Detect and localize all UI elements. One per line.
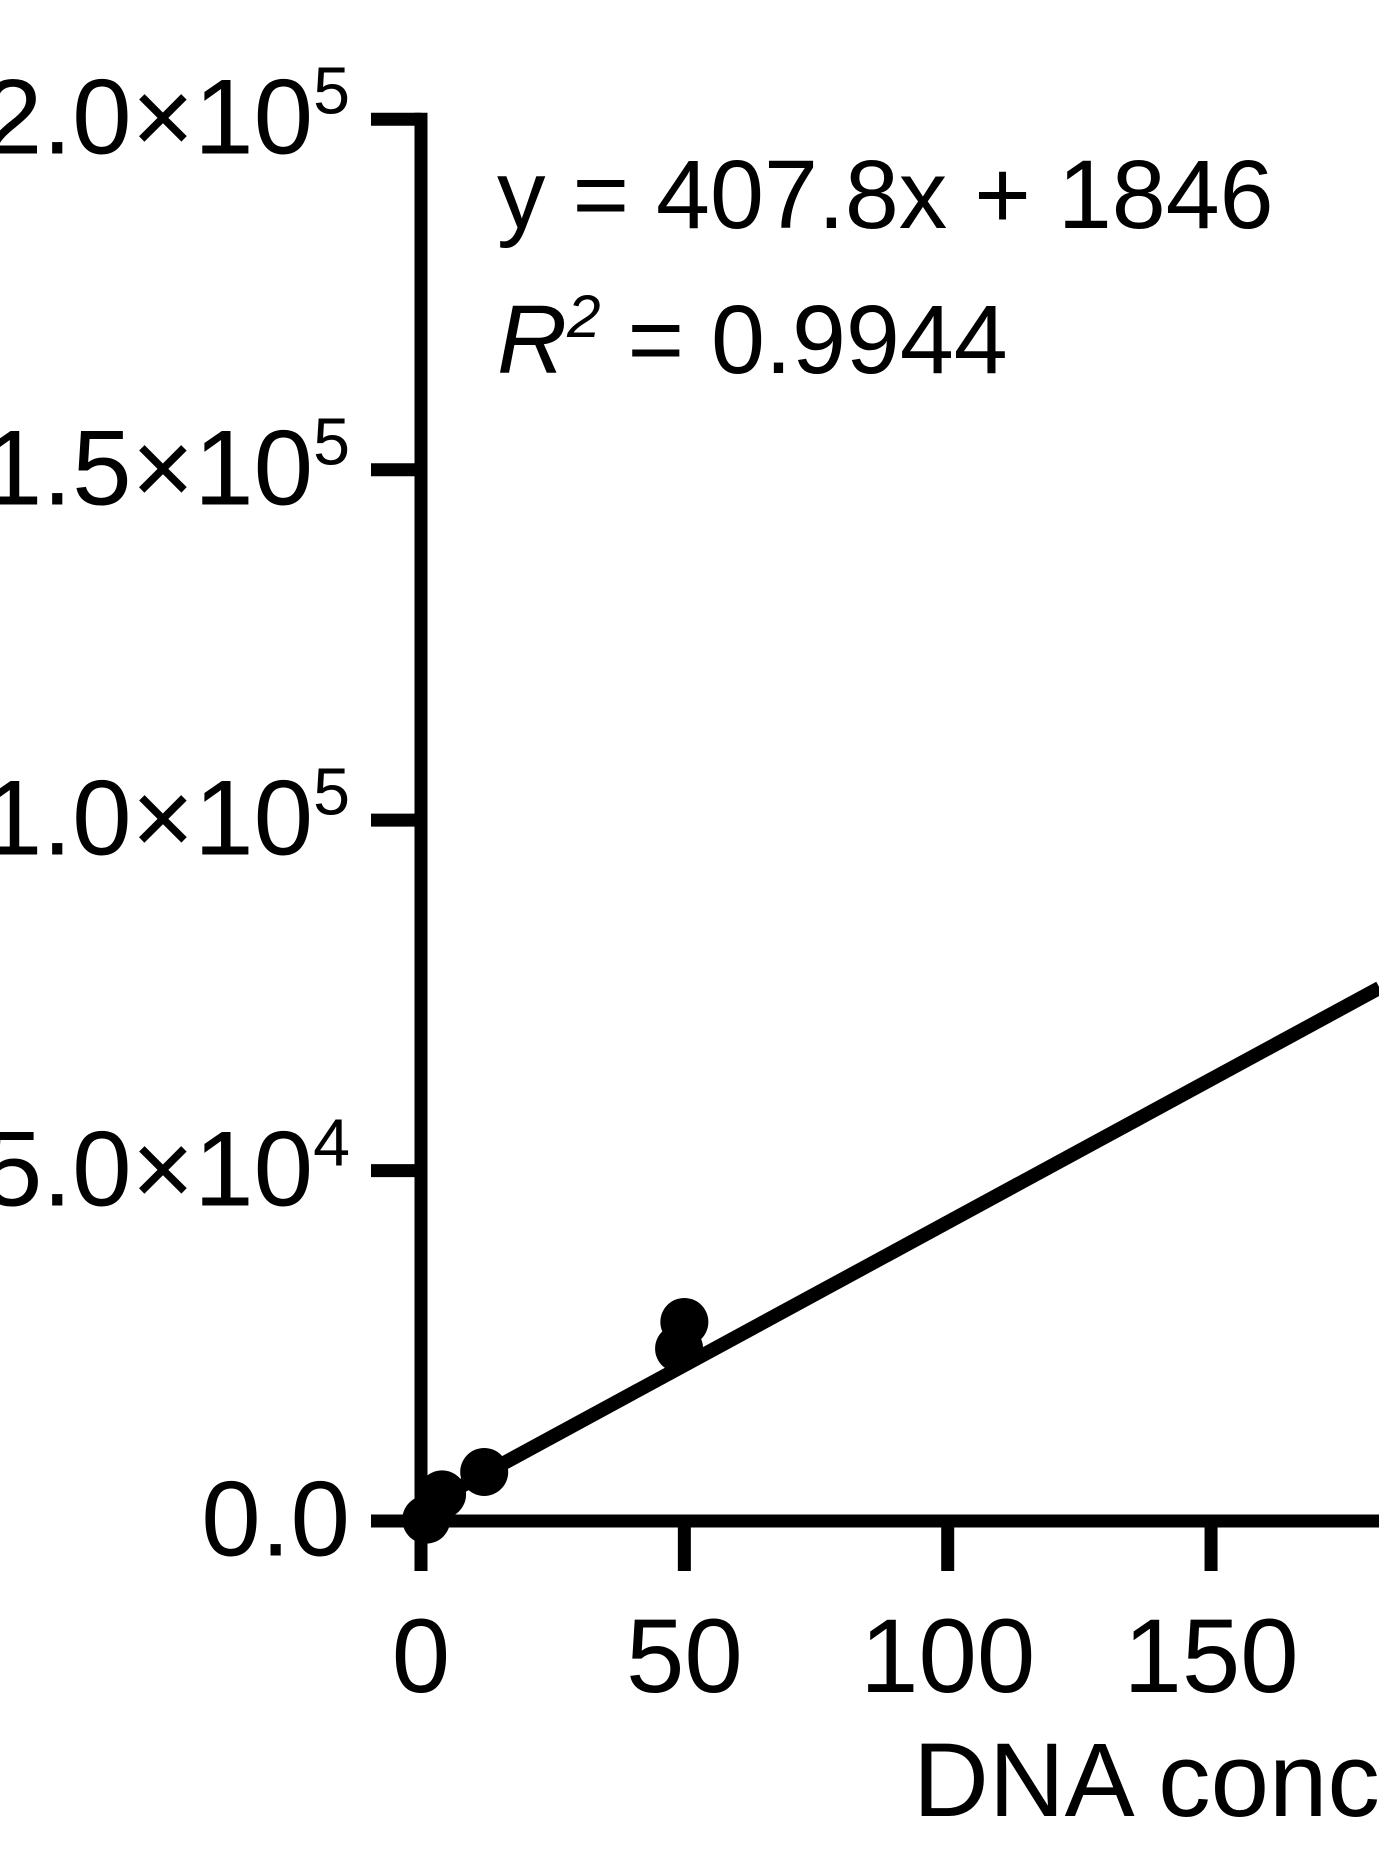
y-tick-label-exponent: 5 — [313, 54, 350, 129]
y-tick-label-base: 1.5×10 — [0, 407, 314, 528]
r-squared-text: R2 = 0.9944 — [497, 267, 1274, 425]
y-tick-label: 1.5×105 — [0, 409, 350, 521]
regression-line — [417, 981, 1379, 1515]
x-tick-label: 0 — [391, 1598, 451, 1715]
x-tick-label: 150 — [1123, 1598, 1299, 1715]
y-tick-label: 0.0 — [201, 1465, 350, 1572]
y-tick-label-exponent: 5 — [313, 405, 350, 480]
y-tick-label-base: 2.0×10 — [0, 56, 314, 177]
y-tick-label: 2.0×105 — [0, 59, 350, 171]
r-squared-exponent: 2 — [567, 282, 601, 350]
y-tick-label-base: 5.0×10 — [0, 1107, 314, 1228]
data-point — [418, 1470, 467, 1519]
r-symbol: R — [497, 285, 568, 394]
y-tick-label-base: 1.0×10 — [0, 757, 314, 878]
x-tick-label: 50 — [625, 1598, 743, 1715]
regression-annotation: y = 407.8x + 1846 R2 = 0.9944 — [497, 122, 1274, 425]
y-tick-label: 1.0×105 — [0, 760, 350, 871]
y-tick-label-exponent: 5 — [313, 755, 350, 830]
x-axis-title: DNA conce — [913, 1722, 1379, 1839]
r-squared-value: = 0.9944 — [600, 285, 1008, 394]
data-point — [660, 1297, 709, 1346]
regression-equation: y = 407.8x + 1846 — [497, 140, 1274, 249]
y-tick-label-exponent: 4 — [313, 1106, 350, 1181]
data-point — [460, 1447, 509, 1496]
y-tick-label-base: 0.0 — [201, 1458, 350, 1579]
y-tick-label: 5.0×104 — [0, 1110, 350, 1222]
x-tick-label: 100 — [860, 1598, 1036, 1715]
